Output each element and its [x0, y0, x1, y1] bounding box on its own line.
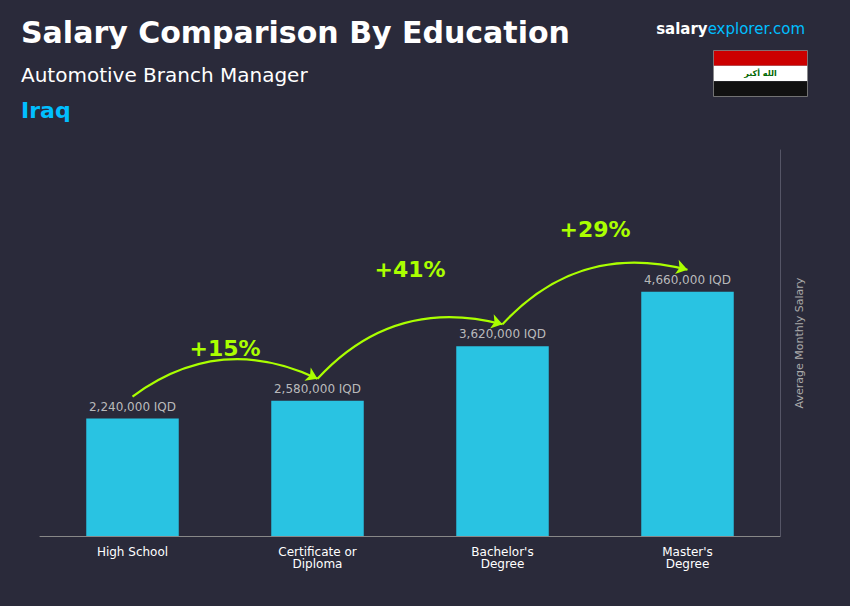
svg-text:+15%: +15% [189, 336, 260, 361]
svg-text:+41%: +41% [374, 257, 445, 282]
svg-text:Average Monthly Salary: Average Monthly Salary [793, 277, 806, 408]
svg-text:Diploma: Diploma [293, 557, 343, 571]
svg-text:Degree: Degree [666, 557, 710, 571]
svg-text:الله أكبر: الله أكبر [743, 68, 777, 78]
svg-text:Bachelor's: Bachelor's [471, 545, 534, 559]
svg-text:Degree: Degree [481, 557, 525, 571]
svg-text:Certificate or: Certificate or [278, 545, 357, 559]
svg-text:salary: salary [656, 20, 708, 38]
svg-text:4,660,000 IQD: 4,660,000 IQD [644, 273, 731, 287]
svg-text:Salary Comparison By Education: Salary Comparison By Education [21, 15, 570, 50]
svg-text:+29%: +29% [559, 217, 630, 242]
svg-text:Master's: Master's [662, 545, 713, 559]
svg-text:2,580,000 IQD: 2,580,000 IQD [274, 382, 361, 396]
svg-text:3,620,000 IQD: 3,620,000 IQD [459, 327, 546, 341]
svg-text:2,240,000 IQD: 2,240,000 IQD [89, 400, 176, 414]
svg-text:Automotive Branch Manager: Automotive Branch Manager [21, 63, 308, 87]
svg-text:explorer.com: explorer.com [708, 20, 805, 38]
svg-text:High School: High School [97, 545, 168, 559]
svg-text:Iraq: Iraq [21, 98, 71, 123]
